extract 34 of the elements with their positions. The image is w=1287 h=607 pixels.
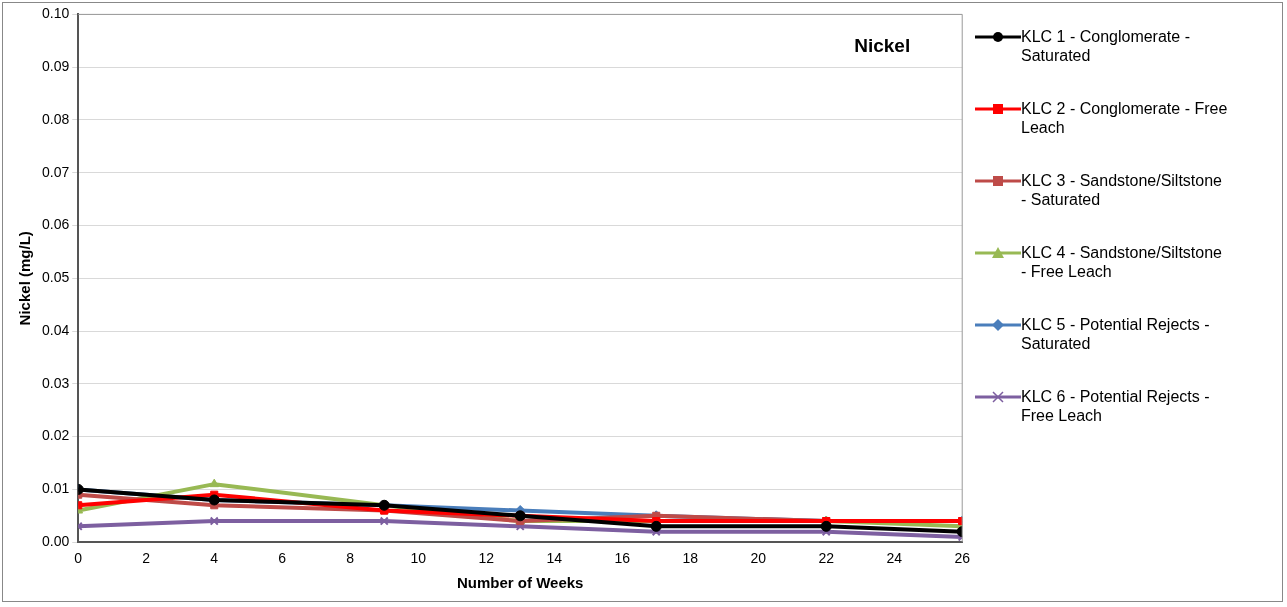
y-tick-label: 0.02 (42, 427, 70, 444)
legend-label: KLC 1 - Conglomerate - Saturated (1021, 27, 1191, 65)
x-tick-label: 10 (410, 550, 427, 567)
y-tick-label: 0.04 (42, 321, 70, 338)
x-tick-label: 20 (750, 550, 767, 567)
x-tick-label: 0 (74, 550, 83, 567)
x-tick-label: 16 (614, 550, 631, 567)
y-tick-label: 0.10 (42, 5, 70, 22)
legend-label: KLC 5 - Potential Rejects - Saturated (1021, 315, 1211, 353)
legend-label: KLC 2 - Conglomerate - Free Leach (1021, 99, 1229, 137)
x-tick-label: 6 (278, 550, 287, 567)
y-tick-label: 0.09 (42, 58, 70, 75)
x-tick-label: 8 (346, 550, 355, 567)
y-tick-label: 0.03 (42, 374, 70, 391)
y-tick-label: 0.00 (42, 533, 70, 550)
legend-label: KLC 6 - Potential Rejects - Free Leach (1021, 387, 1211, 425)
x-tick-label: 24 (886, 550, 903, 567)
x-tick-label: 14 (546, 550, 563, 567)
x-tick-label: 2 (142, 550, 151, 567)
x-tick-label: 18 (682, 550, 699, 567)
x-tick-label: 22 (818, 550, 835, 567)
y-tick-label: 0.01 (42, 480, 70, 497)
legend-label: KLC 4 - Sandstone/Siltstone - Free Leach (1021, 243, 1223, 281)
text: Nickel (854, 35, 911, 57)
y-tick-label: 0.06 (42, 216, 70, 233)
x-tick-label: 26 (954, 550, 971, 567)
x-tick-label: 12 (478, 550, 495, 567)
y-tick-label: 0.08 (42, 110, 70, 127)
x-tick-label: 4 (210, 550, 219, 567)
y-tick-label: 0.05 (42, 269, 70, 286)
x-axis-title: Number of Weeks (457, 574, 584, 592)
y-tick-label: 0.07 (42, 163, 70, 180)
legend-label: KLC 3 - Sandstone/Siltstone - Saturated (1021, 171, 1223, 209)
y-axis-title: Nickel (mg/L) (16, 231, 34, 326)
